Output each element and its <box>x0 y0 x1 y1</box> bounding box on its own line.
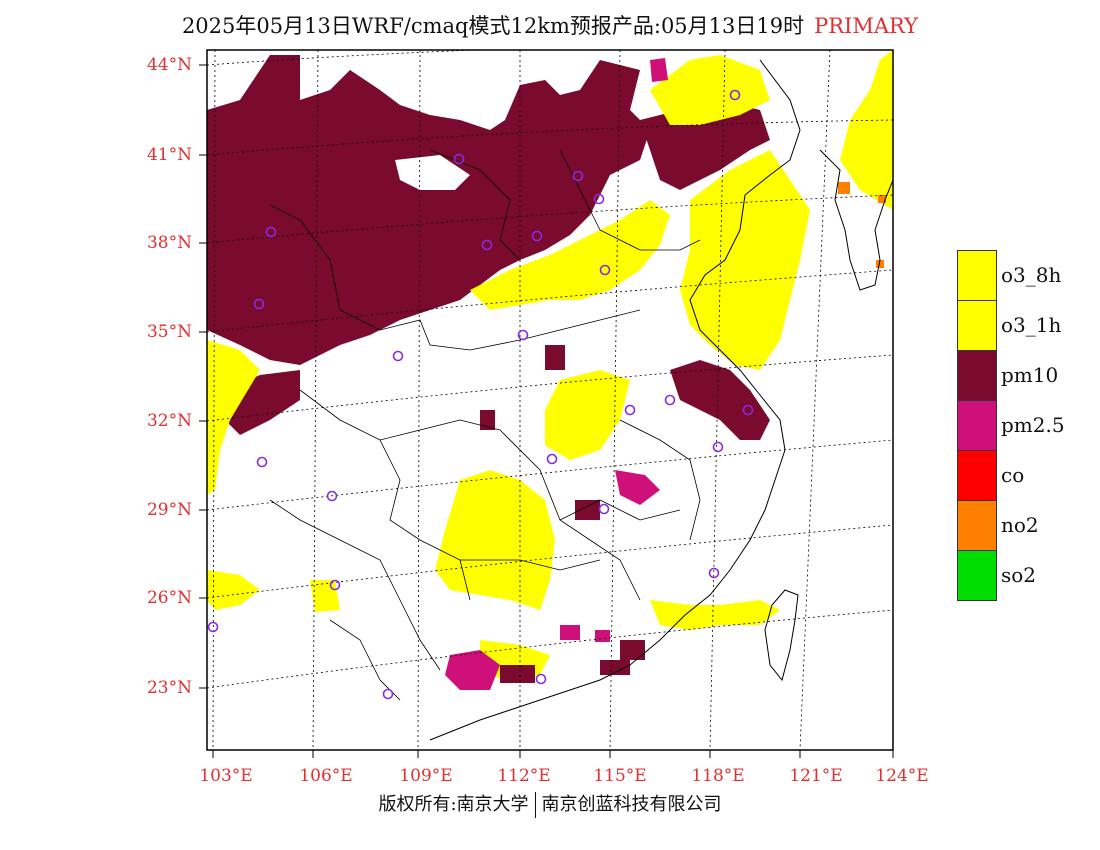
legend-label-pm10: pm10 <box>1001 363 1059 387</box>
legend-item-so2: so2 <box>957 550 1100 601</box>
legend-swatch-co <box>957 450 997 501</box>
lon-label-115: 115°E <box>593 766 647 786</box>
pm25-region-jiangxi <box>615 470 660 505</box>
legend-swatch-so2 <box>957 550 997 601</box>
pm10-region-east <box>670 360 770 440</box>
legend-item-no2: no2 <box>957 500 1100 551</box>
legend-item-o3-8h: o3_8h <box>957 250 1100 301</box>
legend-item-pm10: pm10 <box>957 350 1100 401</box>
lat-label-26: 26°N <box>146 588 192 608</box>
o3-region-guizhou <box>310 580 340 612</box>
legend-swatch-o3-1h <box>957 300 997 351</box>
legend-label-so2: so2 <box>1001 563 1037 587</box>
legend-label-o3-8h: o3_8h <box>1001 263 1062 287</box>
no2-patch-1 <box>838 182 850 194</box>
province-boundaries <box>269 149 701 701</box>
o3-region-central <box>470 200 670 310</box>
no2-patch-2 <box>876 260 884 268</box>
lat-label-44: 44°N <box>146 55 192 75</box>
lon-label-112: 112°E <box>497 766 551 786</box>
pm25-region-north <box>650 58 668 82</box>
pm25-patch-2 <box>595 630 610 642</box>
lat-label-35: 35°N <box>146 322 192 342</box>
lon-label-103: 103°E <box>199 766 253 786</box>
map-content <box>207 50 893 750</box>
axis-ticks <box>199 64 894 758</box>
no2-patch-3 <box>878 195 886 203</box>
pm10-region-northwest <box>207 55 650 365</box>
legend-item-o3-1h: o3_1h <box>957 300 1100 351</box>
o3-region-north-strip <box>650 55 770 125</box>
o3-region-northeast <box>840 50 893 210</box>
pm10-block-3 <box>620 640 645 660</box>
lat-label-29: 29°N <box>146 500 192 520</box>
o3-region-hubei <box>545 370 630 460</box>
lat-label-38: 38°N <box>146 233 192 253</box>
lon-label-118: 118°E <box>691 766 745 786</box>
legend-swatch-o3-8h <box>957 250 997 301</box>
pm10-block-1 <box>545 345 565 370</box>
legend-item-co: co <box>957 450 1100 501</box>
o3-region-west <box>207 340 260 495</box>
o3-region-east <box>680 150 810 370</box>
pm25-region-guangdong <box>445 650 500 690</box>
title-text: 2025年05月13日WRF/cmaq模式12km预报产品:05月13日19时 <box>181 14 805 38</box>
lon-label-124: 124°E <box>875 766 929 786</box>
lat-label-32: 32°N <box>146 411 192 431</box>
lon-label-121: 121°E <box>789 766 843 786</box>
o3-region-southeast-coast <box>650 600 780 630</box>
o3-region-yunnan <box>207 570 260 610</box>
legend-swatch-no2 <box>957 500 997 551</box>
legend-label-o3-1h: o3_1h <box>1001 313 1062 337</box>
coastline-korea <box>819 149 893 291</box>
title-tag: PRIMARY <box>814 14 919 38</box>
lon-label-106: 106°E <box>299 766 353 786</box>
copyright-footer: 版权所有:南京大学 南京创蓝科技有限公司 <box>0 790 1100 818</box>
map-title: 2025年05月13日WRF/cmaq模式12km预报产品:05月13日19时 P… <box>0 10 1100 40</box>
map-frame <box>206 49 894 751</box>
legend-item-pm25: pm2.5 <box>957 400 1100 451</box>
grid-lines <box>207 50 893 750</box>
taiwan-outline <box>764 589 799 682</box>
station-markers <box>207 89 754 700</box>
legend-swatch-pm10 <box>957 350 997 401</box>
pm10-hole-1 <box>395 155 470 190</box>
lat-label-23: 23°N <box>146 678 192 698</box>
pm10-block-2 <box>575 500 600 520</box>
pm10-block-4 <box>500 665 535 683</box>
pm10-block-6 <box>480 410 495 430</box>
footer-separator <box>534 792 536 818</box>
lat-label-41: 41°N <box>146 145 192 165</box>
legend-label-pm25: pm2.5 <box>1001 413 1065 437</box>
pm10-block-5 <box>600 660 630 675</box>
pm25-patch-1 <box>560 625 580 640</box>
lon-label-109: 109°E <box>399 766 453 786</box>
o3-region-south <box>435 470 555 610</box>
legend-label-no2: no2 <box>1001 513 1039 537</box>
copyright-right: 南京创蓝科技有限公司 <box>541 794 722 815</box>
copyright-left: 版权所有:南京大学 <box>378 794 529 815</box>
legend-swatch-pm25 <box>957 400 997 451</box>
legend-label-co: co <box>1001 463 1025 487</box>
